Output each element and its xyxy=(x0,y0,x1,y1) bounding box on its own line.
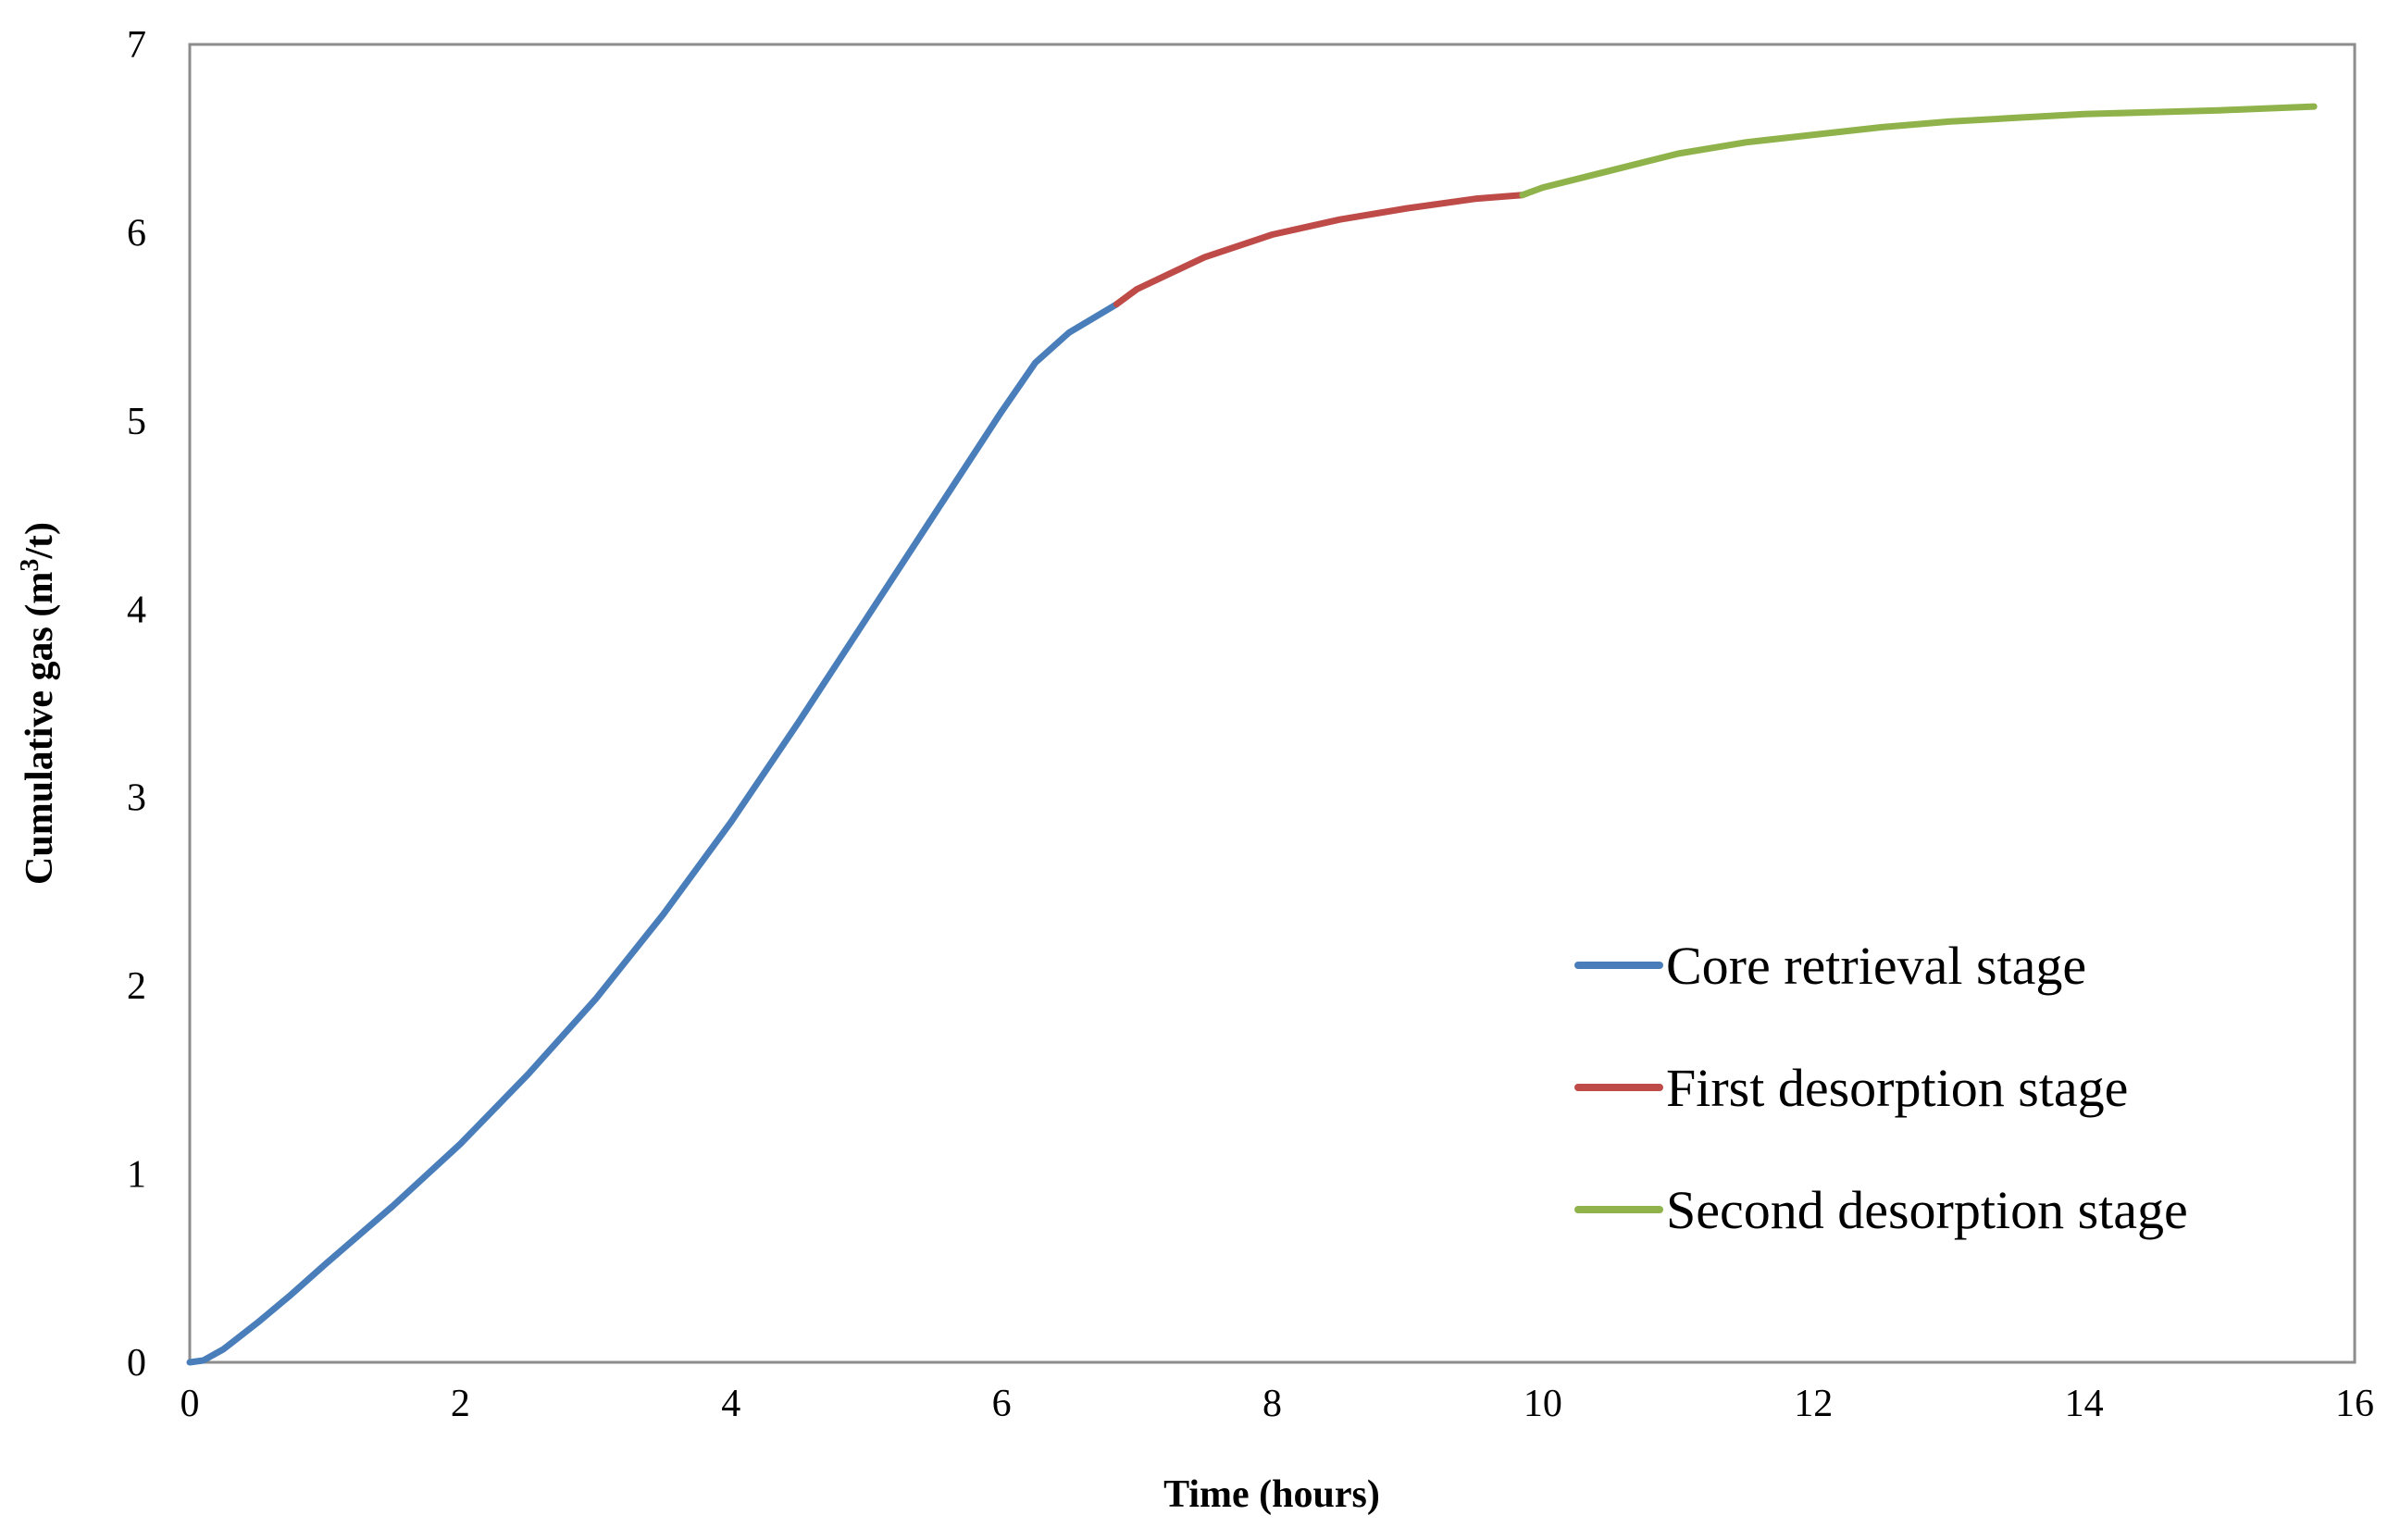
y-axis-title-end: /t) xyxy=(19,522,61,560)
series-layer xyxy=(186,103,2318,1366)
x-tick-label: 2 xyxy=(451,1383,470,1425)
y-axis-title-main: Cumulative gas (m xyxy=(19,572,61,885)
x-tick-label: 4 xyxy=(721,1383,740,1425)
y-tick-label: 7 xyxy=(127,24,146,67)
legend: Core retrieval stage First desorption sta… xyxy=(1574,936,2188,1240)
y-tick-label: 3 xyxy=(127,777,146,820)
x-tick-label: 8 xyxy=(1262,1383,1282,1425)
x-tick-label: 10 xyxy=(1524,1383,1562,1425)
x-tick-label: 12 xyxy=(1794,1383,1833,1425)
y-tick-label: 2 xyxy=(127,965,146,1008)
x-tick-label: 0 xyxy=(180,1383,200,1425)
plot-area xyxy=(188,43,2357,1364)
x-tick-labels: 0 2 4 6 8 10 12 14 16 xyxy=(180,1383,2375,1425)
y-axis-title-sup: 3 xyxy=(16,559,44,572)
y-tick-label: 5 xyxy=(127,401,146,443)
legend-label: Core retrieval stage xyxy=(1666,936,2086,996)
y-tick-label: 0 xyxy=(127,1342,146,1385)
x-axis-title: Time (hours) xyxy=(1163,1473,1380,1516)
y-tick-label: 6 xyxy=(127,212,146,255)
y-tick-label: 4 xyxy=(127,589,146,631)
legend-label: Second desorption stage xyxy=(1666,1180,2188,1240)
series-line-2 xyxy=(1113,192,1526,308)
x-tick-label: 6 xyxy=(992,1383,1012,1425)
x-tick-label: 16 xyxy=(2335,1383,2374,1425)
series-line-3 xyxy=(1519,103,2318,199)
y-tick-label: 1 xyxy=(127,1154,146,1197)
y-tick-labels: 0 1 2 3 4 5 6 7 xyxy=(127,24,146,1385)
series-line-1 xyxy=(186,301,1120,1366)
y-axis-title: Cumulative gas (m3/t) xyxy=(16,522,62,885)
x-tick-label: 14 xyxy=(2065,1383,2104,1425)
legend-label: First desorption stage xyxy=(1666,1058,2128,1118)
